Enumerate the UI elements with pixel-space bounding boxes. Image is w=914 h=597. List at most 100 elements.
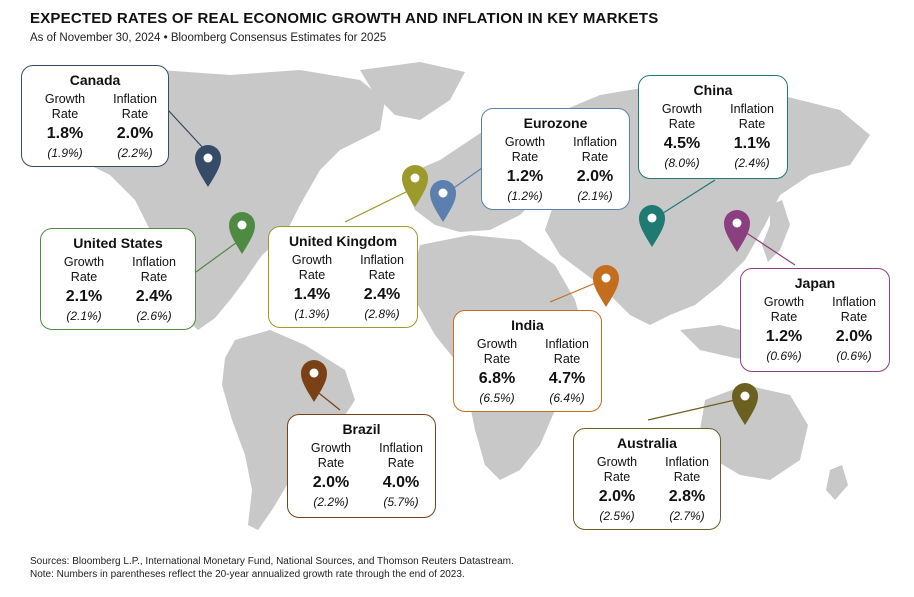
- pin-australia[interactable]: [732, 383, 758, 425]
- inflation-label-2: Rate: [368, 268, 396, 282]
- market-name: Brazil: [342, 421, 381, 437]
- inflation-label-1: Inflation: [832, 295, 876, 309]
- growth-value: 1.2%: [765, 328, 803, 345]
- growth-column: Growth Rate 1.8% (1.9%): [30, 92, 100, 160]
- card-australia: Australia Growth Rate 2.0% (2.5%) Inflat…: [573, 428, 721, 530]
- growth-value: 1.4%: [293, 286, 331, 303]
- pin-brazil[interactable]: [301, 360, 327, 402]
- growth-label-2: Rate: [51, 107, 79, 121]
- market-name: Australia: [617, 435, 677, 451]
- connector-china: [659, 179, 716, 216]
- inflation-value: 2.8%: [668, 488, 706, 505]
- inflation-label-1: Inflation: [132, 255, 176, 269]
- market-name: Eurozone: [523, 115, 588, 131]
- pin-india[interactable]: [593, 265, 619, 307]
- map-pin-icon: [195, 145, 221, 187]
- inflation-label-1: Inflation: [360, 253, 404, 267]
- market-name: Japan: [794, 275, 836, 291]
- map-pin-icon: [301, 360, 327, 402]
- card-india: India Growth Rate 6.8% (6.5%) Inflation …: [453, 310, 602, 412]
- inflation-label-1: Inflation: [545, 337, 589, 351]
- market-name: Canada: [69, 72, 121, 88]
- growth-label-1: Growth: [291, 253, 333, 267]
- card-japan: Japan Growth Rate 1.2% (0.6%) Inflation …: [740, 268, 890, 372]
- inflation-value: 1.1%: [733, 135, 771, 152]
- connector-uk: [344, 189, 411, 223]
- pin-dot: [647, 213, 657, 223]
- growth-label-1: Growth: [476, 337, 518, 351]
- growth-hist: (1.2%): [507, 189, 543, 203]
- connector-canada: [167, 109, 206, 151]
- connector-lines: [167, 109, 796, 421]
- map-pin-icon: [639, 205, 665, 247]
- market-name: China: [693, 82, 733, 98]
- map-pin-icon: [229, 212, 255, 254]
- pin-dot: [410, 173, 420, 183]
- inflation-label-2: Rate: [553, 352, 581, 366]
- connector-japan: [744, 231, 796, 266]
- map-pin-icon: [732, 383, 758, 425]
- growth-hist: (1.3%): [294, 307, 330, 321]
- growth-value: 4.5%: [663, 135, 701, 152]
- growth-label-1: Growth: [63, 255, 105, 269]
- pin-china[interactable]: [639, 205, 665, 247]
- inflation-value: 4.7%: [548, 370, 586, 387]
- growth-hist: (1.9%): [47, 146, 83, 160]
- growth-label-2: Rate: [770, 310, 798, 324]
- inflation-label-2: Rate: [840, 310, 868, 324]
- inflation-hist: (2.6%): [136, 309, 172, 323]
- pin-dot: [309, 368, 319, 378]
- growth-label-1: Growth: [763, 295, 805, 309]
- inflation-label-2: Rate: [387, 456, 415, 470]
- market-name: India: [511, 317, 544, 333]
- growth-column: Growth Rate 2.1% (2.1%): [49, 255, 119, 323]
- inflation-column: Inflation Rate 2.4% (2.6%): [119, 255, 189, 323]
- inflation-column: Inflation Rate 4.0% (5.7%): [366, 441, 436, 509]
- inflation-value: 2.0%: [835, 328, 873, 345]
- inflation-column: Inflation Rate 2.8% (2.7%): [652, 455, 722, 523]
- inflation-column: Inflation Rate 2.4% (2.8%): [347, 253, 417, 321]
- inflation-label-1: Inflation: [573, 135, 617, 149]
- inflation-label-2: Rate: [140, 270, 168, 284]
- pin-dot: [203, 153, 213, 163]
- connector-us: [195, 239, 241, 273]
- growth-value: 1.2%: [506, 168, 544, 185]
- inflation-label-1: Inflation: [665, 455, 709, 469]
- market-name: United States: [73, 235, 163, 251]
- growth-label-2: Rate: [603, 470, 631, 484]
- pin-uk[interactable]: [402, 165, 428, 207]
- parentheses-note: Note: Numbers in parentheses reflect the…: [30, 568, 465, 580]
- card-eurozone: Eurozone Growth Rate 1.2% (1.2%) Inflati…: [481, 108, 630, 210]
- growth-column: Growth Rate 1.2% (0.6%): [749, 295, 819, 363]
- growth-column: Growth Rate 6.8% (6.5%): [462, 337, 532, 405]
- pin-dot: [740, 391, 750, 401]
- pin-dot: [438, 188, 448, 198]
- pin-japan[interactable]: [724, 210, 750, 252]
- map-pin-icon: [402, 165, 428, 207]
- growth-value: 6.8%: [478, 370, 516, 387]
- inflation-hist: (2.2%): [117, 146, 153, 160]
- pin-us[interactable]: [229, 212, 255, 254]
- land-greenland: [360, 62, 465, 120]
- growth-value: 2.1%: [65, 288, 103, 305]
- growth-value: 2.0%: [312, 474, 350, 491]
- pin-canada[interactable]: [195, 145, 221, 187]
- inflation-label-2: Rate: [738, 117, 766, 131]
- pin-dot: [237, 220, 247, 230]
- map-pin-icon: [724, 210, 750, 252]
- inflation-hist: (5.7%): [383, 495, 419, 509]
- card-canada: Canada Growth Rate 1.8% (1.9%) Inflation…: [21, 65, 169, 167]
- inflation-hist: (2.1%): [577, 189, 613, 203]
- growth-hist: (2.1%): [66, 309, 102, 323]
- growth-value: 1.8%: [46, 125, 84, 142]
- inflation-value: 4.0%: [382, 474, 420, 491]
- inflation-value: 2.0%: [576, 168, 614, 185]
- pin-eurozone[interactable]: [430, 180, 456, 222]
- inflation-column: Inflation Rate 2.0% (2.1%): [560, 135, 630, 203]
- growth-hist: (6.5%): [479, 391, 515, 405]
- chart-title: EXPECTED RATES OF REAL ECONOMIC GROWTH A…: [30, 10, 659, 27]
- card-brazil: Brazil Growth Rate 2.0% (2.2%) Inflation…: [287, 414, 436, 518]
- land-new-zealand: [826, 465, 848, 500]
- growth-label-2: Rate: [298, 268, 326, 282]
- connector-india: [549, 281, 599, 303]
